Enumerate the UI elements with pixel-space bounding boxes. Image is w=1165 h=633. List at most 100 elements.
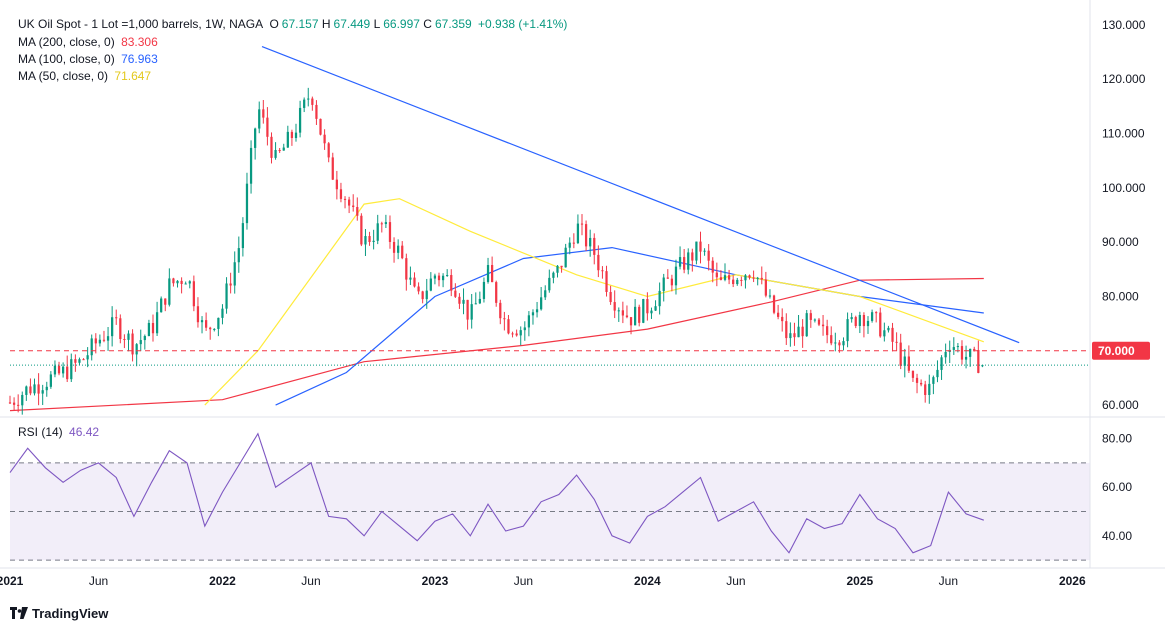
candle — [915, 373, 919, 394]
candle-body — [666, 277, 669, 279]
candle-body — [764, 279, 767, 296]
candle — [572, 233, 575, 249]
candle — [258, 101, 261, 134]
candle-body — [854, 317, 857, 326]
candle — [969, 348, 972, 367]
rsi-label: RSI (14) — [18, 425, 63, 439]
candle — [834, 332, 837, 352]
candle-body — [793, 333, 796, 338]
candle-body — [94, 338, 97, 344]
candle — [507, 314, 510, 335]
candle — [21, 391, 24, 415]
candle-body — [981, 365, 984, 367]
candle-body — [797, 326, 800, 338]
axes: 130.000 120.000 110.000 100.000 90.000 80.000… — [0, 18, 1150, 588]
candle-body — [617, 310, 620, 312]
candle-body — [862, 314, 866, 327]
candle-body — [78, 359, 81, 363]
candle — [875, 311, 878, 323]
candle — [719, 270, 723, 281]
candle-body — [866, 320, 870, 327]
candle — [523, 321, 526, 341]
candle — [826, 319, 829, 344]
candle — [499, 299, 502, 325]
rsi-value: 46.42 — [69, 425, 100, 439]
candle — [335, 170, 338, 200]
candle-body — [883, 330, 886, 337]
candle — [764, 271, 767, 298]
candle-body — [229, 283, 232, 286]
candle — [576, 214, 580, 245]
candle — [356, 197, 359, 221]
close-value: 67.359 — [434, 17, 472, 31]
candle-body — [776, 312, 780, 317]
rsi-line — [9, 432, 984, 554]
candle — [41, 384, 44, 406]
candle — [470, 293, 473, 329]
candle — [683, 249, 686, 274]
candle-body — [936, 369, 939, 378]
candle-body — [687, 252, 690, 270]
candle — [560, 265, 563, 273]
candle-body — [564, 247, 567, 268]
candle-body — [335, 179, 338, 190]
candle-body — [760, 277, 763, 280]
candle — [98, 334, 102, 347]
candle-body — [217, 317, 220, 329]
candle-body — [425, 290, 428, 300]
candle — [307, 87, 310, 107]
candle — [405, 253, 408, 291]
candle — [887, 325, 890, 333]
candle-body — [821, 324, 825, 327]
candle-body — [70, 359, 73, 380]
candle — [123, 334, 126, 349]
candle — [629, 316, 633, 335]
candle — [397, 239, 400, 260]
candle-body — [25, 386, 28, 395]
candle — [809, 309, 812, 328]
candle — [319, 118, 322, 136]
candle — [33, 378, 36, 396]
candle — [164, 298, 167, 312]
candle — [625, 305, 629, 319]
candle-body — [875, 312, 878, 314]
ma50-label: MA (50, close, 0) — [18, 69, 109, 83]
price-tick-label: 110.000 — [1102, 127, 1145, 141]
candle — [662, 273, 665, 302]
candle — [785, 313, 788, 345]
candle — [952, 337, 955, 355]
candle — [531, 309, 535, 325]
candle — [217, 317, 220, 337]
rsi-tick-label: 80.00 — [1102, 432, 1132, 446]
candle-body — [172, 278, 175, 284]
time-tick-label: 2025 — [846, 574, 873, 588]
candle — [376, 214, 379, 245]
candle — [86, 347, 89, 368]
candle-body — [392, 241, 396, 253]
open-value: 67.157 — [281, 17, 319, 31]
candle — [789, 322, 792, 347]
tradingview-logo[interactable]: TradingView — [10, 606, 108, 621]
candle — [384, 214, 388, 228]
candle — [392, 237, 396, 263]
ma200-label: MA (200, close, 0) — [18, 35, 115, 49]
candle-body — [817, 319, 821, 325]
candle-body — [928, 383, 931, 395]
candle-body — [319, 118, 322, 135]
candle-body — [732, 279, 735, 285]
candle-body — [973, 348, 976, 351]
candle — [12, 397, 16, 411]
candle — [540, 286, 543, 311]
candle-body — [932, 377, 935, 384]
candle — [192, 275, 195, 312]
candle — [327, 142, 330, 163]
candle-body — [343, 198, 347, 200]
candle — [143, 334, 146, 350]
candle-body — [323, 134, 326, 144]
candle — [364, 229, 367, 256]
candle-body — [139, 340, 142, 345]
candle-body — [703, 250, 706, 252]
candle — [303, 97, 306, 113]
candle — [315, 100, 318, 125]
